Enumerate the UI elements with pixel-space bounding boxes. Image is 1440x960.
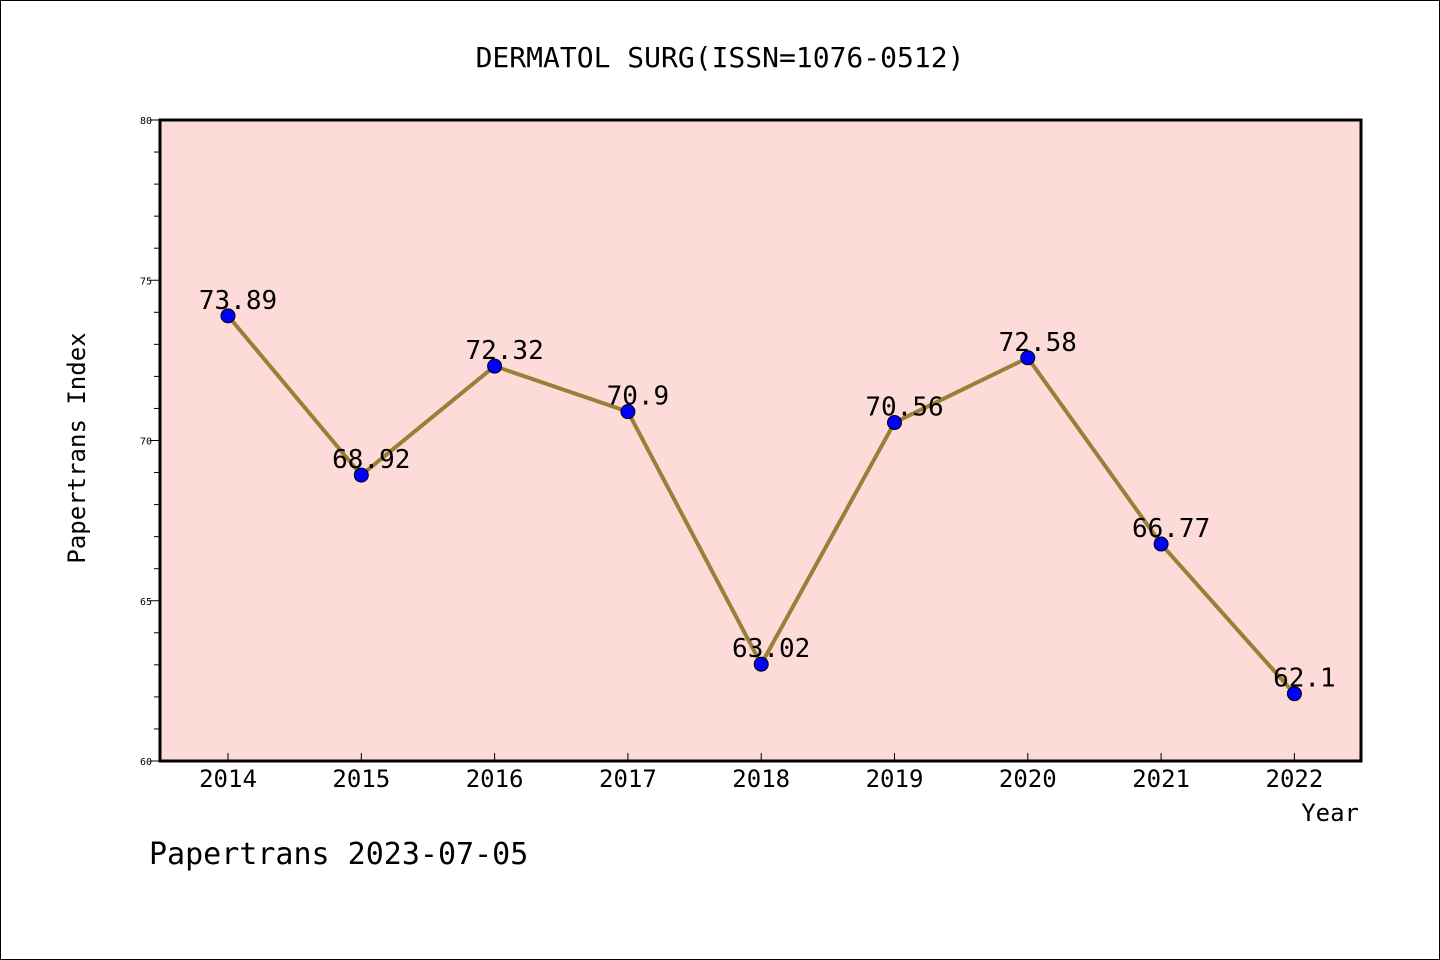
x-axis-label: Year: [1301, 799, 1359, 827]
y-tick-label: 75: [140, 276, 152, 287]
data-value-label: 70.56: [865, 393, 943, 423]
x-tick-label: 2017: [599, 765, 657, 793]
y-tick-label: 65: [140, 597, 152, 608]
x-tick-label: 2016: [466, 765, 524, 793]
footer-text: Papertrans 2023-07-05: [149, 837, 528, 872]
y-axis: 60 65 70 75 80: [140, 116, 160, 768]
data-value-label: 63.02: [732, 634, 810, 664]
data-point: [1153, 536, 1169, 552]
chart-title: DERMATOL SURG(ISSN=1076-0512): [476, 41, 965, 74]
y-tick-label: 70: [140, 437, 152, 448]
y-tick-label: 60: [140, 757, 152, 768]
x-tick-label: 2014: [199, 765, 257, 793]
data-labels: 73.89 68.92 72.32 70.9 63.02 70.56 72.58 66.77 6…: [199, 286, 1336, 694]
data-point: [353, 467, 369, 483]
data-value-label: 72.58: [999, 328, 1077, 358]
data-value-label: 70.9: [607, 382, 670, 412]
data-value-label: 72.32: [465, 336, 543, 366]
data-value-label: 66.77: [1132, 514, 1210, 544]
y-tick-label: 80: [140, 116, 152, 127]
data-point: [487, 358, 503, 374]
data-point: [620, 404, 636, 420]
y-axis-label: Papertrans Index: [63, 332, 91, 563]
data-value-label: 68.92: [332, 445, 410, 475]
x-tick-label: 2022: [1266, 765, 1324, 793]
x-tick-label: 2020: [999, 765, 1057, 793]
data-point: [753, 656, 769, 672]
data-point: [1286, 686, 1302, 702]
x-tick-label: 2015: [332, 765, 390, 793]
x-axis: 2014 2015 2016 2017 2018 2019 2020 2021 2022: [199, 753, 1323, 793]
data-point: [1020, 350, 1036, 366]
data-point: [220, 308, 236, 324]
x-tick-label: 2018: [732, 765, 790, 793]
data-point: [887, 415, 902, 431]
data-value-label: 73.89: [199, 286, 277, 316]
data-markers: [220, 308, 1302, 702]
x-tick-label: 2021: [1132, 765, 1190, 793]
plot-area: [158, 118, 1363, 763]
data-value-label: 62.1: [1273, 664, 1336, 694]
x-tick-label: 2019: [866, 765, 924, 793]
